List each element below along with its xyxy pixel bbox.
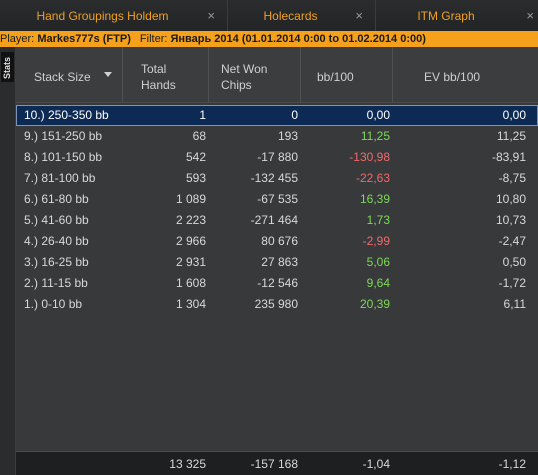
stats-side-tab[interactable]: Stats (1, 52, 14, 82)
column-header-label: Total Hands (141, 62, 176, 92)
table-row[interactable]: 5.) 41-60 bb 2 223 -271 464 1,73 10,73 (16, 210, 538, 231)
table-row[interactable]: 8.) 101-150 bb 542 -17 880 -130,98 -83,91 (16, 147, 538, 168)
bb100-cell: 1,73 (366, 213, 390, 227)
ev-bb100-cell: -83,91 (491, 150, 526, 164)
stack-size-cell: 3.) 16-25 bb (24, 255, 89, 269)
net-won-cell: 0 (291, 108, 298, 122)
bb100-cell: -2,99 (362, 234, 390, 248)
ev-bb100-cell: -2,47 (498, 234, 526, 248)
column-header-label: EV bb/100 (424, 70, 481, 84)
ev-bb100-cell: 0,50 (502, 255, 526, 269)
sort-descending-icon[interactable] (104, 72, 112, 77)
column-header-stack-size[interactable]: Stack Size (16, 47, 123, 103)
tab-bar: Hand Groupings Holdem × Holecards × ITM … (0, 0, 538, 31)
total-bb100-value: -1,04 (362, 457, 390, 471)
table-row[interactable]: 2.) 11-15 bb 1 608 -12 546 9,64 -1,72 (16, 273, 538, 294)
ev-bb100-cell: 0,00 (502, 108, 526, 122)
ev-bb100-cell: -1,72 (498, 276, 526, 290)
column-header-total-hands[interactable]: Total Hands (123, 47, 209, 103)
bb100-cell: 16,39 (359, 192, 390, 206)
stack-size-cell: 1.) 0-10 bb (24, 297, 83, 311)
ev-bb100-cell: 10,80 (495, 192, 526, 206)
net-won-cell: -67 535 (257, 192, 298, 206)
stack-size-cell: 4.) 26-40 bb (24, 234, 89, 248)
stack-size-cell: 10.) 250-350 bb (24, 108, 109, 122)
player-label: Player: (0, 33, 35, 45)
column-header-bb100[interactable]: bb/100 (301, 47, 393, 103)
column-header-ev-bb100[interactable]: EV bb/100 (393, 47, 538, 103)
stack-size-cell: 9.) 151-250 bb (24, 129, 103, 143)
tab-label: ITM Graph (417, 9, 475, 23)
stats-side-tab-label: Stats (2, 57, 12, 80)
total-hands-cell: 2 223 (175, 213, 206, 227)
column-header-net-won-chips[interactable]: Net Won Chips (209, 47, 301, 103)
net-won-cell: -132 455 (250, 171, 298, 185)
filter-bar: Player: Markes777s (FTP) Filter: Январь … (0, 31, 538, 47)
net-won-cell: 27 863 (261, 255, 298, 269)
table-row[interactable]: 10.) 250-350 bb 1 0 0,00 0,00 (16, 105, 538, 126)
filter-label: Filter: (139, 33, 168, 45)
stack-size-cell: 5.) 41-60 bb (24, 213, 89, 227)
total-hands-cell: 1 (199, 108, 206, 122)
total-hands-cell: 1 608 (175, 276, 206, 290)
net-won-cell: -271 464 (250, 213, 298, 227)
stack-size-cell: 6.) 61-80 bb (24, 192, 89, 206)
table-row[interactable]: 1.) 0-10 bb 1 304 235 980 20,39 6,11 (16, 294, 538, 315)
tab-itm-graph[interactable]: ITM Graph × (376, 0, 538, 31)
net-won-cell: 80 676 (261, 234, 298, 248)
total-hands-cell: 1 089 (175, 192, 206, 206)
bb100-cell: 20,39 (359, 297, 390, 311)
close-icon[interactable]: × (526, 8, 534, 23)
bb100-cell: 5,06 (366, 255, 390, 269)
total-hands-cell: 593 (185, 171, 206, 185)
bb100-cell: 11,25 (360, 129, 390, 143)
net-won-cell: 235 980 (254, 297, 298, 311)
tab-hand-groupings-holdem[interactable]: Hand Groupings Holdem × (0, 0, 228, 31)
stack-size-cell: 8.) 101-150 bb (24, 150, 103, 164)
table-row[interactable]: 3.) 16-25 bb 2 931 27 863 5,06 0,50 (16, 252, 538, 273)
total-hands-cell: 542 (185, 150, 206, 164)
column-header-label: Stack Size (34, 70, 91, 84)
tab-holecards[interactable]: Holecards × (228, 0, 376, 31)
table-row[interactable]: 4.) 26-40 bb 2 966 80 676 -2,99 -2,47 (16, 231, 538, 252)
column-header-label: bb/100 (317, 70, 354, 84)
ev-bb100-cell: 6,11 (503, 297, 526, 311)
total-hands-cell: 2 966 (175, 234, 206, 248)
stats-grid: Stack Size Total Hands Net Won Chips bb/10… (16, 47, 538, 475)
total-net-won-value: -157 168 (250, 457, 298, 471)
stack-size-cell: 7.) 81-100 bb (24, 171, 96, 185)
total-hands-value: 13 325 (169, 457, 206, 471)
table-row[interactable]: 9.) 151-250 bb 68 193 11,25 11,25 (16, 126, 538, 147)
total-hands-cell: 68 (192, 129, 206, 143)
total-hands-cell: 1 304 (175, 297, 206, 311)
player-value: Markes777s (FTP) (37, 33, 131, 45)
grid-header: Stack Size Total Hands Net Won Chips bb/10… (16, 47, 538, 103)
stack-size-cell: 2.) 11-15 bb (24, 276, 88, 290)
tab-label: Holecards (263, 9, 318, 23)
close-icon[interactable]: × (355, 8, 363, 23)
filter-value: Январь 2014 (01.01.2014 0:00 to 01.02.20… (170, 33, 426, 45)
bb100-cell: 0,00 (366, 108, 390, 122)
net-won-cell: 193 (277, 129, 298, 143)
net-won-cell: -12 546 (257, 276, 298, 290)
close-icon[interactable]: × (207, 8, 215, 23)
bb100-cell: -130,98 (349, 150, 390, 164)
ev-bb100-cell: 11,25 (496, 129, 526, 143)
totals-row: 13 325 -157 168 -1,04 -1,12 (16, 451, 538, 475)
table-row[interactable]: 6.) 61-80 bb 1 089 -67 535 16,39 10,80 (16, 189, 538, 210)
ev-bb100-cell: 10,73 (495, 213, 526, 227)
net-won-cell: -17 880 (257, 150, 298, 164)
table-row[interactable]: 7.) 81-100 bb 593 -132 455 -22,63 -8,75 (16, 168, 538, 189)
bb100-cell: -22,63 (355, 171, 390, 185)
table-body: 10.) 250-350 bb 1 0 0,00 0,00 9.) 151-250 bb 6… (16, 105, 538, 315)
total-hands-cell: 2 931 (175, 255, 206, 269)
bb100-cell: 9,64 (366, 276, 390, 290)
side-panel: Stats (0, 47, 16, 475)
ev-bb100-cell: -8,75 (498, 171, 526, 185)
column-header-label: Net Won Chips (221, 62, 268, 92)
tab-label: Hand Groupings Holdem (36, 9, 169, 23)
total-ev-bb100-value: -1,12 (498, 457, 526, 471)
